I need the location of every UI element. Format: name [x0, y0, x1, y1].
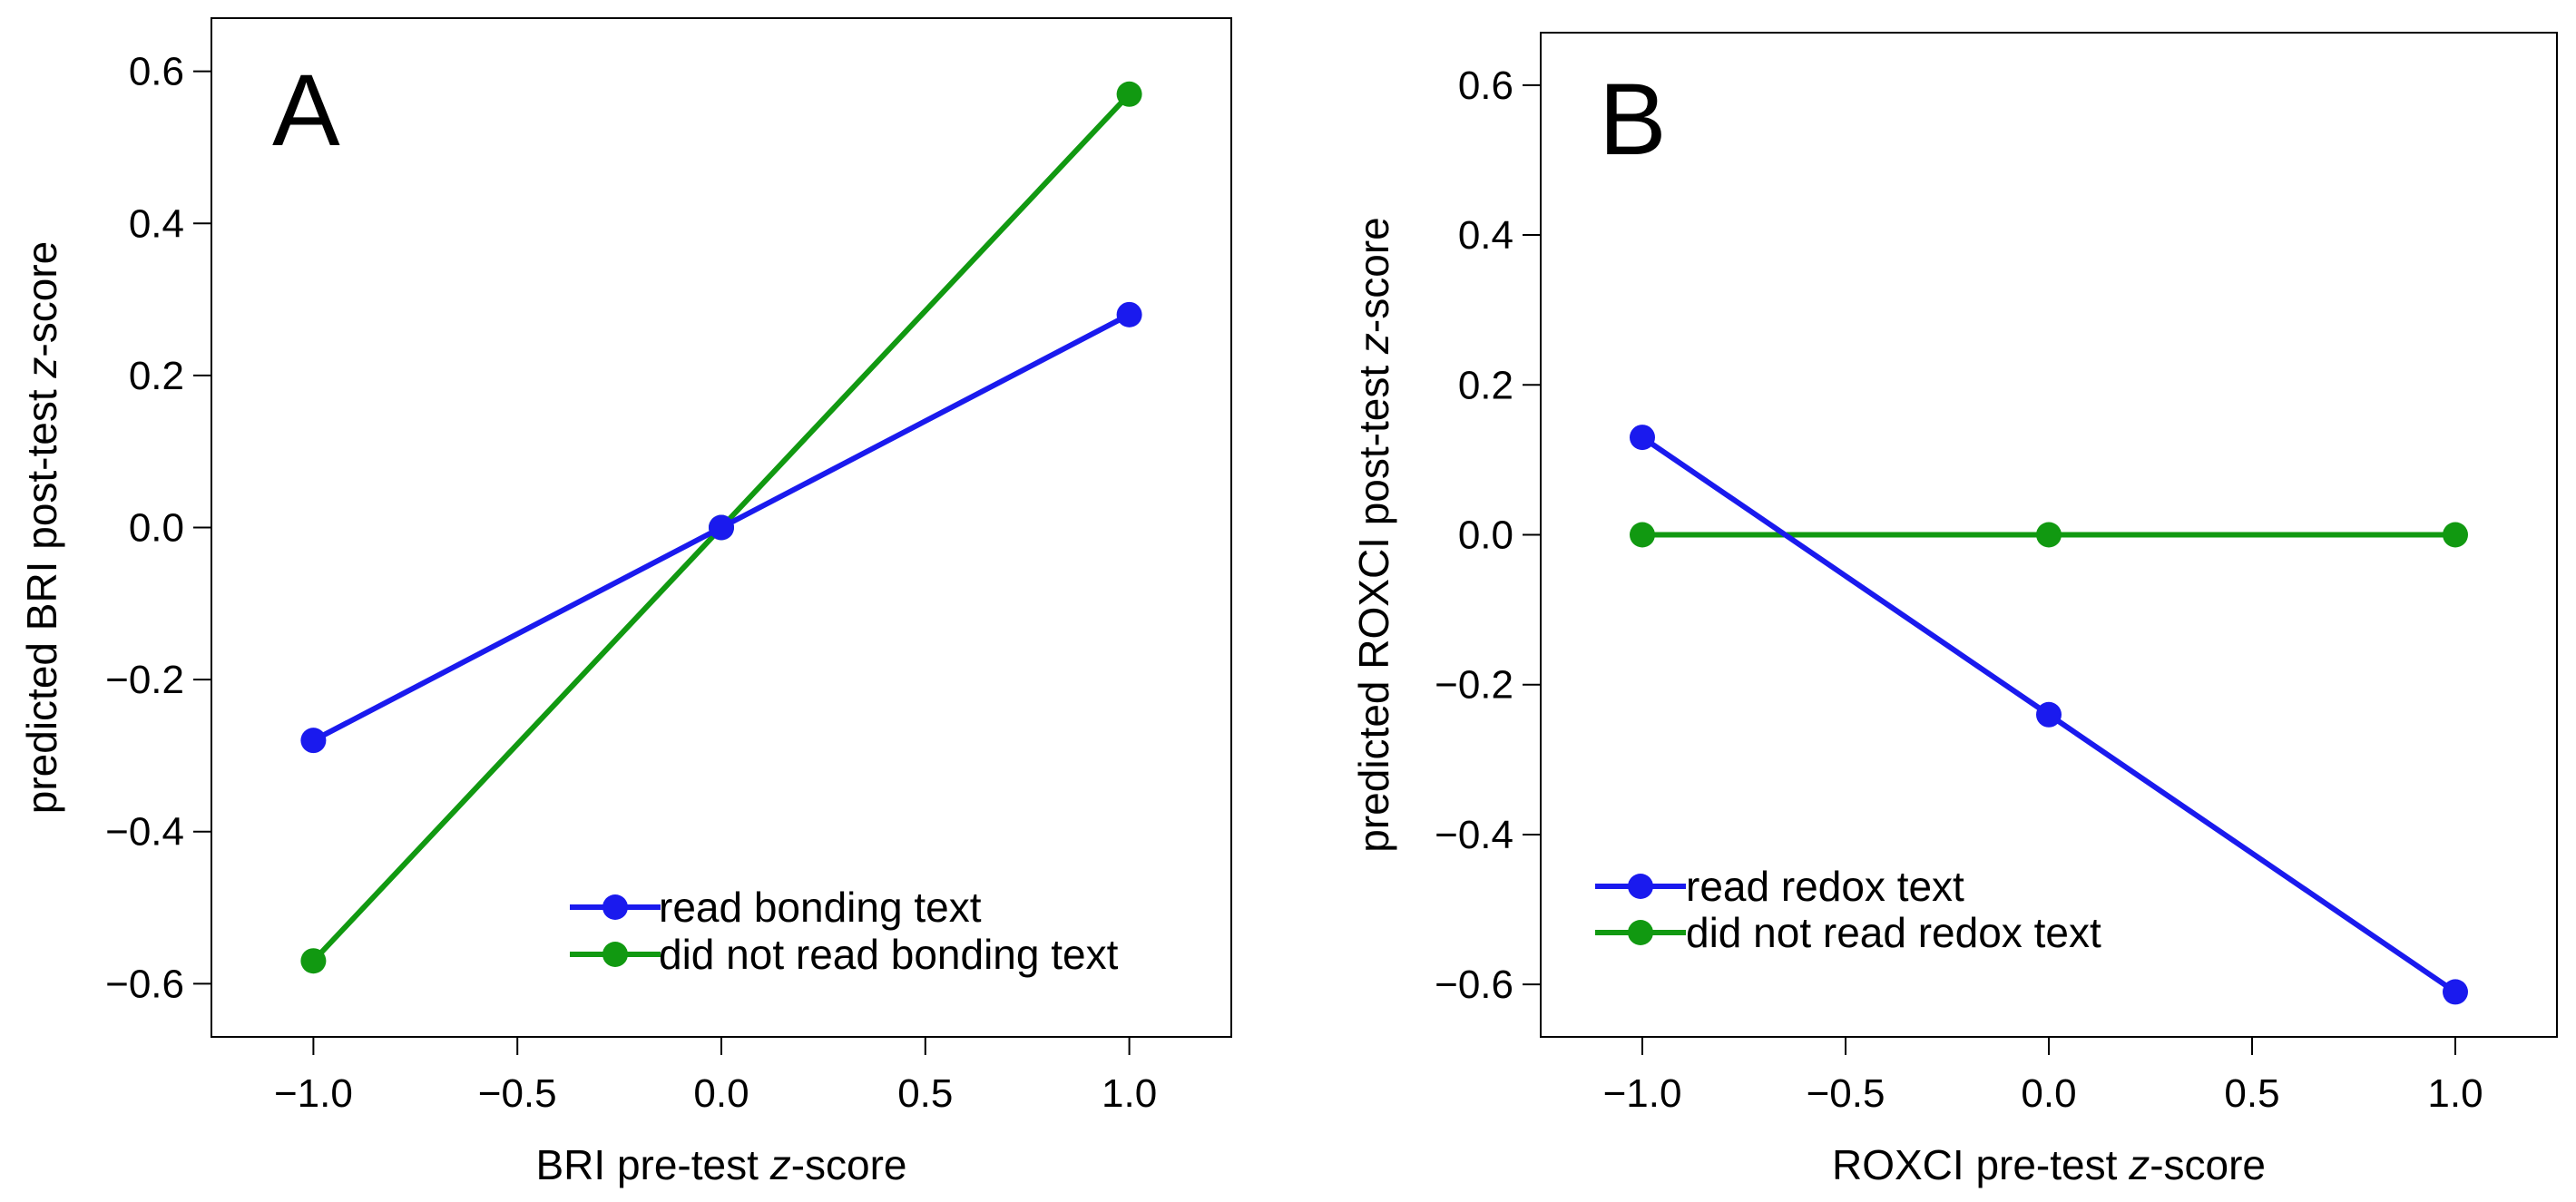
legend-swatch-point: [1628, 874, 1653, 899]
y-tick-label: 0.4: [1458, 213, 1513, 258]
legend-label: did not read bonding text: [659, 931, 1119, 978]
x-axis-title: ROXCI pre-test z-score: [1832, 1141, 2266, 1188]
x-tick-label: 0.0: [2021, 1071, 2076, 1116]
x-tick-label: −0.5: [1807, 1071, 1885, 1116]
data-point: [300, 948, 327, 974]
legend-label: read redox text: [1686, 863, 1964, 910]
data-point: [1630, 522, 1655, 548]
legend-swatch-point: [1628, 920, 1653, 945]
data-point: [2036, 522, 2062, 548]
data-point: [2036, 701, 2062, 728]
x-tick-label: −1.0: [1603, 1071, 1682, 1116]
chart-panel-b: −1.0 −0.5 0.0 0.5 1.0 −0.6 −0.4 −0.2 0.0 0.2 0.4 0.…: [1350, 32, 2558, 1188]
legend-swatch-point: [602, 894, 628, 920]
legend-swatch-point: [602, 942, 628, 967]
y-tick-label: −0.2: [105, 658, 184, 702]
data-point: [709, 514, 734, 541]
data-point: [1116, 301, 1142, 327]
y-tick-label: 0.6: [129, 50, 184, 94]
legend-label: read bonding text: [659, 884, 982, 931]
y-tick-label: 0.4: [129, 201, 184, 246]
data-point: [2443, 522, 2468, 548]
y-axis-title: predicted BRI post-test z-score: [18, 241, 65, 814]
y-tick-label: −0.2: [1435, 663, 1513, 708]
legend-label: did not read redox text: [1686, 909, 2101, 956]
y-tick-label: 0.2: [129, 354, 184, 398]
x-tick-label: −1.0: [274, 1071, 353, 1116]
x-tick-label: 1.0: [2427, 1071, 2483, 1116]
panel-letter: A: [272, 54, 340, 167]
y-tick-label: −0.6: [105, 962, 184, 1006]
y-tick-label: 0.2: [1458, 363, 1513, 407]
y-tick-label: 0.0: [1458, 513, 1513, 558]
y-tick-label: 0.0: [129, 506, 184, 551]
x-axis-title: BRI pre-test z-score: [535, 1141, 906, 1188]
x-tick-label: 1.0: [1102, 1071, 1157, 1116]
y-tick-label: 0.6: [1458, 64, 1513, 108]
y-tick-label: −0.6: [1435, 963, 1513, 1007]
chart-panel-a: −1.0 −0.5 0.0 0.5 1.0 −0.6 −0.4 −0.2 0.0 0.2 0.4 0.…: [18, 17, 1232, 1188]
data-point: [2443, 979, 2468, 1005]
data-point: [1116, 81, 1142, 107]
x-tick-label: 0.0: [693, 1071, 749, 1116]
panel-letter: B: [1599, 63, 1667, 176]
x-tick-label: −0.5: [478, 1071, 557, 1116]
data-point: [300, 728, 327, 754]
y-axis-title: predicted ROXCI post-test z-score: [1350, 217, 1397, 852]
y-tick-label: −0.4: [1435, 813, 1513, 857]
x-tick-label: 0.5: [897, 1071, 953, 1116]
data-point: [1630, 425, 1655, 451]
x-tick-label: 0.5: [2224, 1071, 2279, 1116]
y-tick-label: −0.4: [105, 810, 184, 855]
